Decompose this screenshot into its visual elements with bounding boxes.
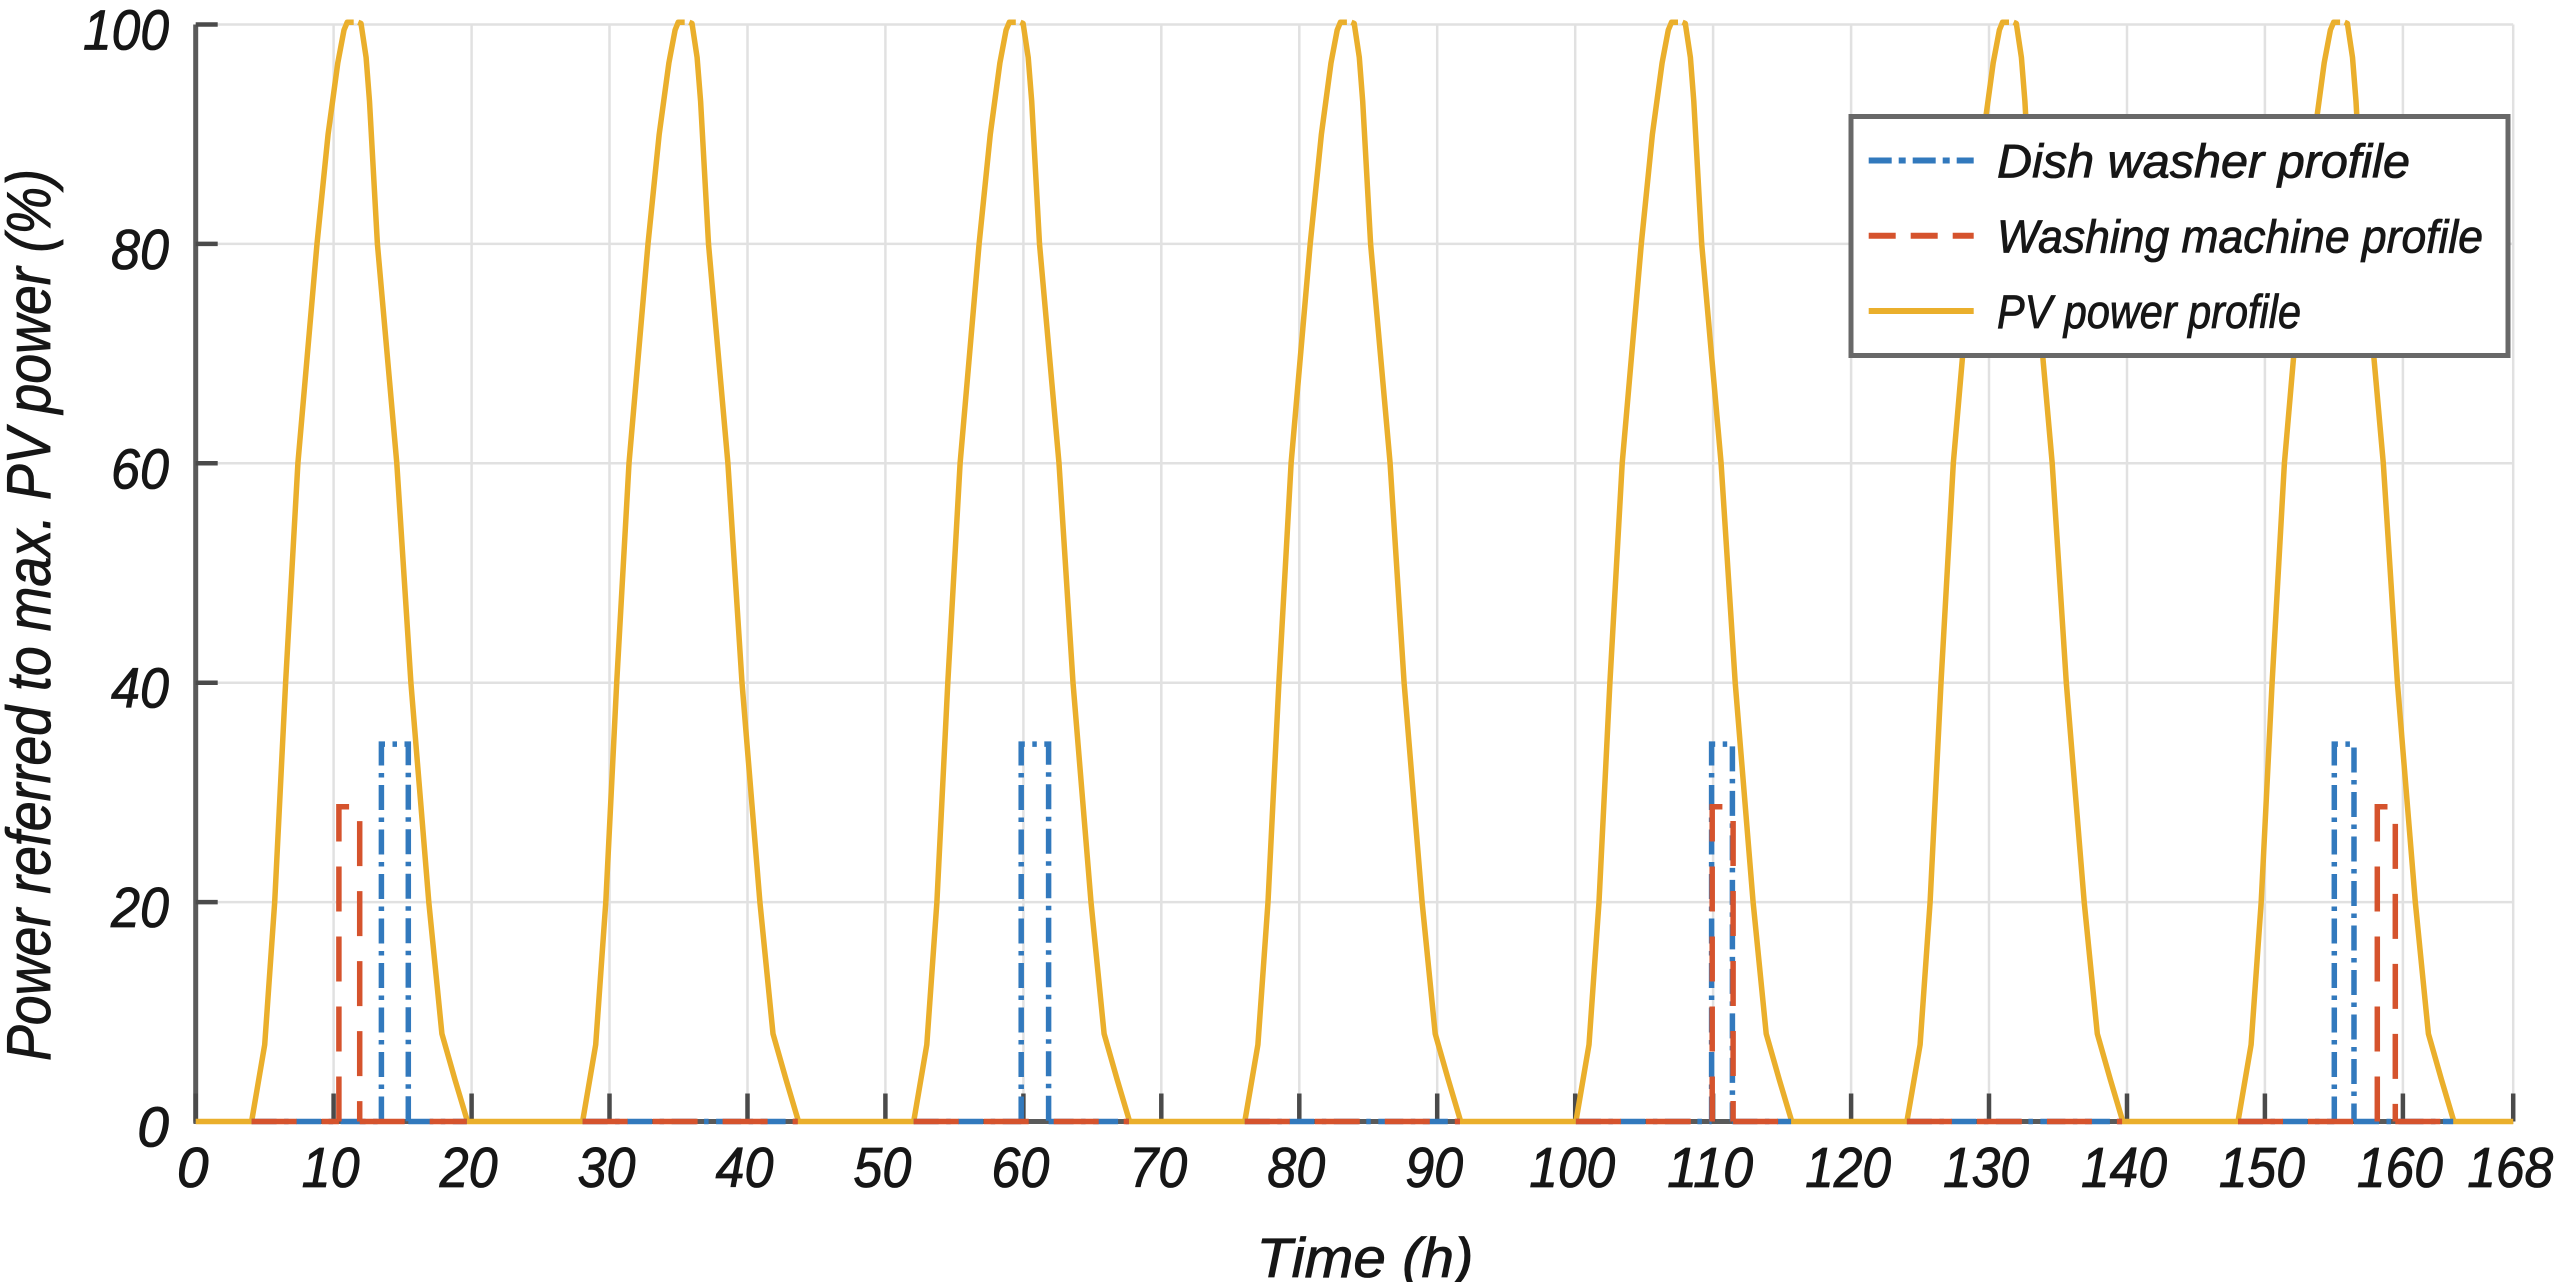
- svg-text:100: 100: [83, 0, 169, 63]
- svg-text:40: 40: [716, 1136, 774, 1200]
- svg-text:160: 160: [2357, 1136, 2443, 1200]
- svg-text:Power referred to max. PV powe: Power referred to max. PV power (%): [0, 169, 64, 1061]
- svg-text:130: 130: [1943, 1136, 2029, 1200]
- svg-text:110: 110: [1667, 1136, 1753, 1200]
- svg-text:140: 140: [2081, 1136, 2167, 1200]
- svg-text:168: 168: [2467, 1136, 2553, 1200]
- svg-text:10: 10: [302, 1136, 360, 1200]
- svg-text:40: 40: [111, 657, 169, 721]
- svg-text:80: 80: [111, 218, 169, 282]
- svg-text:30: 30: [578, 1136, 636, 1200]
- svg-text:Dish washer profile: Dish washer profile: [1997, 135, 2410, 188]
- svg-text:60: 60: [991, 1136, 1049, 1200]
- svg-text:Washing machine profile: Washing machine profile: [1997, 211, 2483, 263]
- svg-text:0: 0: [137, 1096, 169, 1160]
- svg-text:Time (h): Time (h): [1257, 1226, 1474, 1282]
- svg-text:20: 20: [110, 876, 169, 940]
- svg-text:60: 60: [111, 437, 169, 501]
- svg-text:50: 50: [853, 1136, 911, 1200]
- svg-text:70: 70: [1129, 1136, 1187, 1200]
- svg-text:0: 0: [177, 1136, 209, 1200]
- svg-text:120: 120: [1805, 1136, 1891, 1200]
- svg-text:80: 80: [1267, 1136, 1325, 1200]
- svg-text:90: 90: [1405, 1136, 1463, 1200]
- svg-text:20: 20: [439, 1136, 498, 1200]
- svg-text:PV power profile: PV power profile: [1997, 285, 2301, 338]
- svg-text:100: 100: [1529, 1136, 1615, 1200]
- svg-text:150: 150: [2219, 1136, 2305, 1200]
